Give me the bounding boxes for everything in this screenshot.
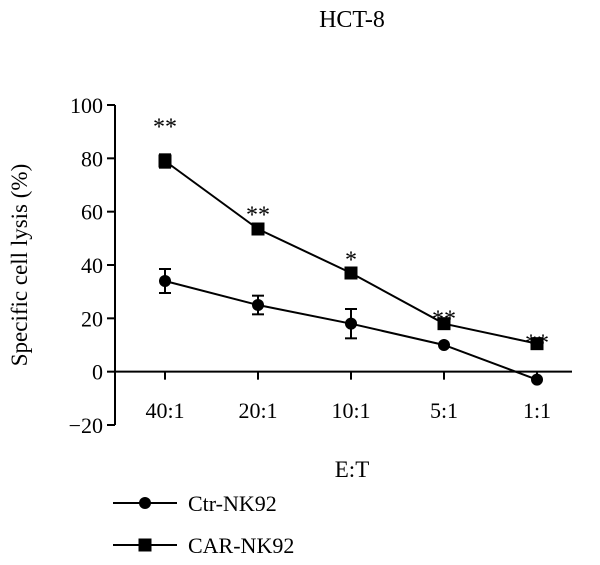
chart-title: HCT-8: [319, 7, 385, 33]
x-tick-label: 40:1: [145, 398, 184, 423]
legend-item: Ctr-NK92: [113, 491, 277, 516]
data-point: [437, 317, 451, 331]
data-point: [158, 154, 172, 168]
significance-mark: *: [345, 248, 357, 274]
y-tick-label: 20: [81, 306, 103, 331]
x-axis: 40:1 20:1 10:1 5:1 1:1: [115, 370, 572, 423]
significance-mark: **: [525, 330, 549, 356]
x-tick-label: 20:1: [238, 398, 277, 423]
legend-label: CAR-NK92: [188, 533, 294, 558]
x-tick-label: 10:1: [331, 398, 370, 423]
x-tick-label: 1:1: [523, 398, 551, 423]
significance-mark: **: [432, 306, 456, 332]
legend: Ctr-NK92 CAR-NK92: [113, 491, 294, 558]
y-tick-label: 80: [81, 146, 103, 171]
data-point: [252, 299, 264, 311]
y-tick-label: −20: [69, 413, 103, 438]
y-tick-label: 60: [81, 200, 103, 225]
legend-item: CAR-NK92: [113, 533, 294, 558]
data-point: [531, 373, 543, 386]
data-point: [438, 339, 450, 351]
data-point: [251, 222, 265, 236]
legend-marker: [138, 538, 152, 552]
significance-mark: **: [246, 202, 270, 228]
y-tick-label: 0: [92, 360, 103, 385]
y-axis: −20 0 20 40 60 80 100: [69, 93, 116, 438]
series-layer: [158, 153, 544, 386]
y-tick-label: 100: [70, 93, 103, 118]
significance-mark: **: [153, 114, 177, 140]
y-axis-label: Specific cell lysis (%): [7, 164, 32, 366]
data-point: [159, 275, 171, 287]
series-car-nk92: [158, 153, 544, 351]
data-point: [530, 337, 544, 351]
legend-marker: [139, 497, 151, 509]
x-axis-label: E:T: [335, 457, 370, 482]
series-ctr-nk92: [159, 268, 543, 386]
y-tick-label: 40: [81, 253, 103, 278]
x-tick-label: 5:1: [430, 398, 458, 423]
data-point: [345, 317, 357, 330]
legend-label: Ctr-NK92: [188, 491, 277, 516]
data-point: [344, 266, 358, 280]
significance-annotations: *********: [153, 114, 549, 356]
